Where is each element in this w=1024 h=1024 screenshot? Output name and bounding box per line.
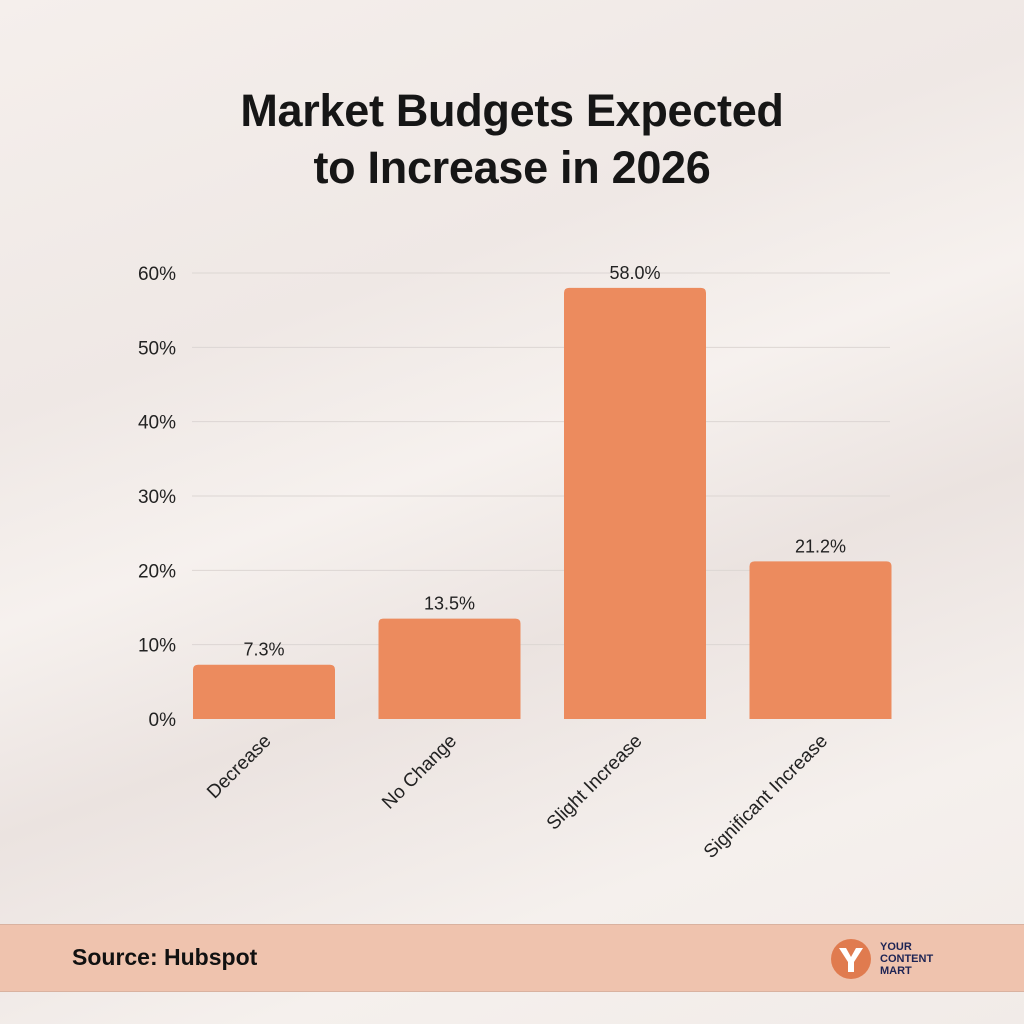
bar-chart: 0% 10% 20% 30% 40% 50% 60% 7.3% Decrease 13.5% No … (138, 263, 892, 863)
y-tick-label: 20% (138, 561, 176, 582)
x-tick-label: Decrease (203, 731, 275, 803)
title-line-1: Market Budgets Expected (240, 85, 784, 136)
footer-band: Source: Hubspot YOUR CONTENT MART (0, 924, 1024, 992)
bar (378, 618, 521, 719)
y-tick-label: 40% (138, 413, 176, 434)
bar (193, 664, 335, 719)
y-tick-label: 10% (138, 636, 176, 657)
bar (564, 287, 706, 719)
logo-text: YOUR CONTENT MART (880, 941, 934, 977)
logo: YOUR CONTENT MART (830, 938, 933, 980)
y-tick-label: 30% (138, 487, 176, 508)
title-line-2: to Increase in 2026 (313, 142, 711, 193)
data-label: 21.2% (795, 536, 846, 556)
x-tick-label: No Change (378, 731, 461, 814)
x-tick-label: Slight Increase (543, 731, 647, 835)
data-label: 13.5% (424, 594, 475, 614)
data-label: 7.3% (243, 640, 284, 660)
data-label: 58.0% (609, 263, 660, 283)
y-tick-label: 60% (138, 264, 176, 285)
source-label: Source: Hubspot (72, 944, 258, 970)
chart-title: Market Budgets Expected to Increase in 2… (0, 82, 1024, 196)
y-tick-label: 50% (138, 338, 176, 359)
y-tick-label: 0% (149, 710, 177, 731)
x-tick-label: Significant Increase (700, 731, 832, 863)
bar (749, 561, 892, 719)
logo-icon (831, 939, 871, 979)
